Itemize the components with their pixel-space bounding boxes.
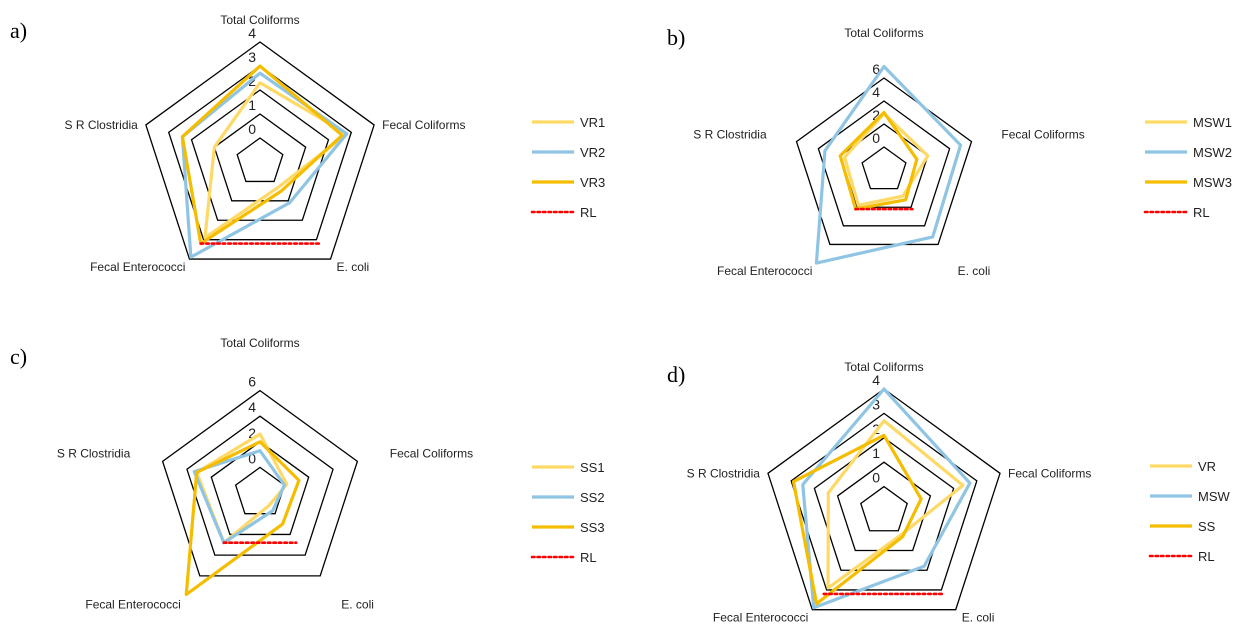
legend-label-msw: MSW: [1198, 489, 1231, 504]
legend-label-vr2: VR2: [580, 145, 605, 160]
grid-ring: [210, 440, 310, 536]
grid-ring: [186, 415, 334, 556]
axis-label-total-coliforms: Total Coliforms: [844, 26, 923, 40]
legend-label-rl: RL: [580, 205, 597, 220]
grid-ring: [767, 388, 1001, 611]
tick-label: 6: [248, 374, 256, 390]
tick-label: 2: [872, 107, 880, 123]
series-ss-line: [791, 433, 923, 606]
legend-label-vr: VR: [1198, 459, 1216, 474]
axis-label-fecal-enterococci: Fecal Enterococci: [85, 598, 180, 612]
panel-letter: a): [10, 18, 27, 43]
legend-label-ss3: SS3: [580, 520, 605, 535]
grid-ring: [861, 146, 907, 190]
series-msw3-line: [838, 110, 919, 211]
tick-label: 4: [248, 399, 256, 415]
axis-label-fecal-coliforms: Fecal Coliforms: [382, 118, 465, 132]
axis-label-s-r-clostridia: S R Clostridia: [693, 127, 767, 141]
legend-label-rl: RL: [1198, 549, 1215, 564]
grid-ring: [167, 65, 353, 241]
axis-label-s-r-clostridia: S R Clostridia: [65, 118, 139, 132]
axis-label-fecal-enterococci: Fecal Enterococci: [717, 264, 812, 278]
series-vr-line: [826, 419, 965, 590]
tick-label: 4: [248, 25, 256, 41]
tick-label: 1: [248, 97, 256, 113]
legend-label-msw2: MSW2: [1193, 145, 1232, 160]
grid-ring: [817, 100, 951, 227]
legend-label-vr1: VR1: [580, 115, 605, 130]
grid-ring: [145, 41, 375, 260]
axis-label-e-coli: E. coli: [958, 264, 991, 278]
legend-label-rl: RL: [580, 550, 597, 565]
legend-label-vr3: VR3: [580, 175, 605, 190]
axis-label-total-coliforms: Total Coliforms: [220, 336, 299, 350]
tick-label: 3: [248, 49, 256, 65]
axis-label-s-r-clostridia: S R Clostridia: [687, 466, 761, 480]
radar-panel-2: b) 0 2 4 6 Total Coliforms Fecal Coliforms E. c…: [667, 25, 1232, 278]
axis-label-e-coli: E. coli: [341, 598, 374, 612]
tick-label: 6: [872, 61, 880, 77]
axis-label-e-coli: E. coli: [337, 260, 370, 274]
axis-label-total-coliforms: Total Coliforms: [220, 13, 299, 27]
legend-label-msw1: MSW1: [1193, 115, 1232, 130]
tick-label: 1: [872, 445, 880, 461]
panel-letter: b): [667, 25, 685, 50]
series-msw2-line: [814, 64, 963, 265]
grid-ring: [161, 389, 359, 577]
axis-label-e-coli: E. coli: [962, 611, 995, 625]
grid-ring: [790, 412, 978, 591]
legend-label-ss2: SS2: [580, 490, 605, 505]
grid-ring: [860, 485, 908, 532]
radar-panel-3: c) 0 2 4 6 Total Coliforms Fecal Coliforms E. c…: [10, 336, 605, 612]
series-vr3-line: [180, 64, 344, 246]
legend-label-rl: RL: [1193, 205, 1210, 220]
axis-label-fecal-enterococci: Fecal Enterococci: [90, 260, 185, 274]
legend-label-ss: SS: [1198, 519, 1216, 534]
grid-ring: [795, 77, 973, 246]
series-msw1-line: [843, 112, 930, 207]
panel-letter: c): [10, 344, 27, 369]
axis-label-fecal-coliforms: Fecal Coliforms: [1008, 466, 1091, 480]
grid-ring: [236, 137, 284, 183]
tick-label: 4: [872, 372, 880, 388]
axis-label-fecal-coliforms: Fecal Coliforms: [390, 446, 473, 460]
legend-label-ss1: SS1: [580, 460, 605, 475]
tick-label: 0: [248, 121, 256, 137]
axis-label-total-coliforms: Total Coliforms: [844, 360, 923, 374]
series-ss3-line: [184, 440, 301, 597]
tick-label: 0: [872, 470, 880, 486]
tick-label: 2: [248, 425, 256, 441]
tick-label: 0: [248, 450, 256, 466]
tick-label: 0: [872, 130, 880, 146]
panel-letter: d): [667, 362, 685, 387]
axis-label-s-r-clostridia: S R Clostridia: [57, 446, 131, 460]
tick-label: 3: [872, 396, 880, 412]
axis-label-fecal-enterococci: Fecal Enterococci: [713, 611, 808, 625]
axis-label-fecal-coliforms: Fecal Coliforms: [1001, 127, 1084, 141]
tick-label: 4: [872, 84, 880, 100]
legend-label-msw3: MSW3: [1193, 175, 1232, 190]
grid-ring: [813, 436, 955, 571]
